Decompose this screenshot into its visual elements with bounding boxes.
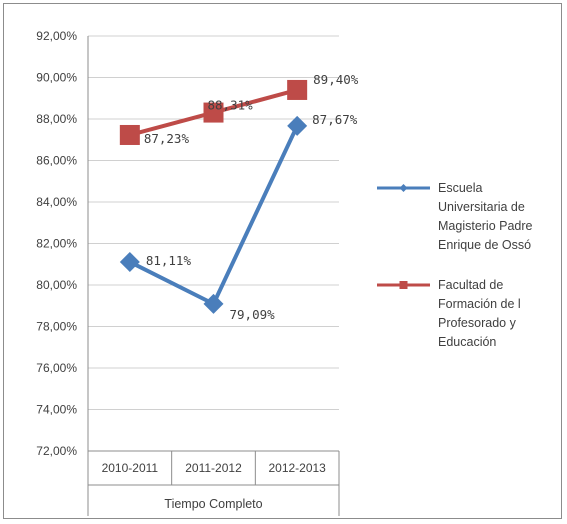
gridlines xyxy=(88,35,339,410)
y-tick-label: 84,00% xyxy=(36,195,77,209)
legend-label: Facultad de xyxy=(438,278,503,292)
legend-entry: Escuela Universitaria de Magisterio Padre E… xyxy=(377,181,533,252)
data-label: 89,40% xyxy=(313,72,359,87)
legend-label: Profesorado y xyxy=(438,316,517,330)
legend: Escuela Universitaria de Magisterio Padre E… xyxy=(377,181,533,349)
series-line xyxy=(128,124,299,306)
series-markers xyxy=(119,79,308,314)
x-category-group-label: Tiempo Completo xyxy=(164,497,262,511)
data-label: 81,11% xyxy=(146,253,192,268)
y-tick-label: 86,00% xyxy=(36,154,77,168)
data-labels: 81,11% 79,09% 87,67% 87,23% 88,31% 89,40% xyxy=(144,72,359,322)
data-label: 87,23% xyxy=(144,131,190,146)
y-tick-label: 74,00% xyxy=(36,403,77,417)
x-tick-label: 2012-2013 xyxy=(268,461,326,475)
y-tick-label: 90,00% xyxy=(36,71,77,85)
y-tick-label: 92,00% xyxy=(36,29,77,43)
legend-label: Magisterio Padre xyxy=(438,219,533,233)
y-axis-ticks: 72,00% 74,00% 76,00% 78,00% 80,00% 82,00% 84,0… xyxy=(36,29,77,458)
data-point xyxy=(287,79,308,100)
y-tick-label: 88,00% xyxy=(36,112,77,126)
data-label: 88,31% xyxy=(208,98,254,113)
data-label: 79,09% xyxy=(230,307,276,322)
legend-label: Escuela xyxy=(438,181,483,195)
legend-label: Universitaria de xyxy=(438,200,525,214)
x-axis: 2010-2011 2011-2012 2012-2013 Tiempo Comple… xyxy=(87,36,340,516)
legend-swatch-marker xyxy=(399,184,408,192)
y-tick-label: 78,00% xyxy=(36,320,77,334)
data-point xyxy=(203,293,224,314)
y-tick-label: 72,00% xyxy=(36,444,77,458)
legend-entry: Facultad de Formación de l Profesorado y Ed… xyxy=(377,278,521,349)
y-tick-label: 76,00% xyxy=(36,361,77,375)
y-tick-label: 82,00% xyxy=(36,237,77,251)
data-point xyxy=(119,124,140,145)
data-point xyxy=(119,251,140,272)
data-label: 87,67% xyxy=(312,112,358,127)
x-tick-label: 2010-2011 xyxy=(102,461,159,475)
chart-frame xyxy=(3,3,562,519)
data-point xyxy=(203,102,224,123)
legend-label: Educación xyxy=(438,335,496,349)
legend-swatch-marker xyxy=(399,281,408,289)
legend-label: Enrique de Ossó xyxy=(438,238,531,252)
data-point xyxy=(287,115,308,136)
x-tick-label: 2011-2012 xyxy=(185,461,242,475)
y-tick-label: 80,00% xyxy=(36,278,77,292)
legend-label: Formación de l xyxy=(438,297,521,311)
